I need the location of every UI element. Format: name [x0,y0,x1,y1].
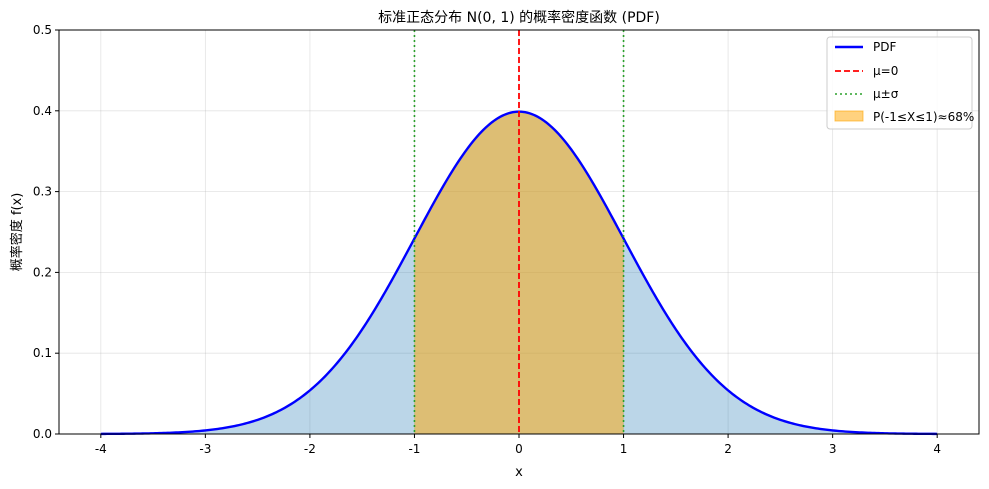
x-tick-label: -3 [199,442,211,456]
axis-ticks: -4 -3 -2 -1 0 1 2 3 4 0.0 0.1 0.2 0.3 0.4 0.5 [33,23,941,456]
y-tick-label: 0.5 [33,23,52,37]
y-tick-label: 0.2 [33,265,52,279]
sigma-area-fill [414,111,624,435]
x-tick-label: -4 [95,442,107,456]
reference-lines [413,30,625,434]
legend-label-pdf: PDF [873,40,896,54]
legend-label-sigma: μ±σ [873,87,899,101]
y-tick-label: 0.0 [33,427,52,441]
legend-label-mean: μ=0 [873,64,898,78]
y-tick-label: 0.1 [33,346,52,360]
legend: PDF μ=0 μ±σ P(-1≤X≤1)≈68% [826,36,974,130]
legend-label-area: P(-1≤X≤1)≈68% [873,110,974,124]
x-tick-label: 4 [933,442,941,456]
shaded-regions [100,111,938,435]
y-axis-title: 概率密度 f(x) [9,193,25,272]
x-tick-label: 2 [724,442,732,456]
x-axis-title: x [515,465,523,480]
y-tick-label: 0.4 [33,104,52,118]
legend-box [826,36,973,130]
x-tick-label: -1 [408,442,420,456]
y-tick-label: 0.3 [33,185,52,199]
x-tick-label: 0 [515,442,523,456]
chart-title: 标准正态分布 N(0, 1) 的概率密度函数 (PDF) [378,9,660,26]
x-tick-label: -2 [304,442,316,456]
x-tick-label: 3 [829,442,837,456]
x-tick-label: 1 [620,442,628,456]
legend-swatch-area [834,110,864,122]
